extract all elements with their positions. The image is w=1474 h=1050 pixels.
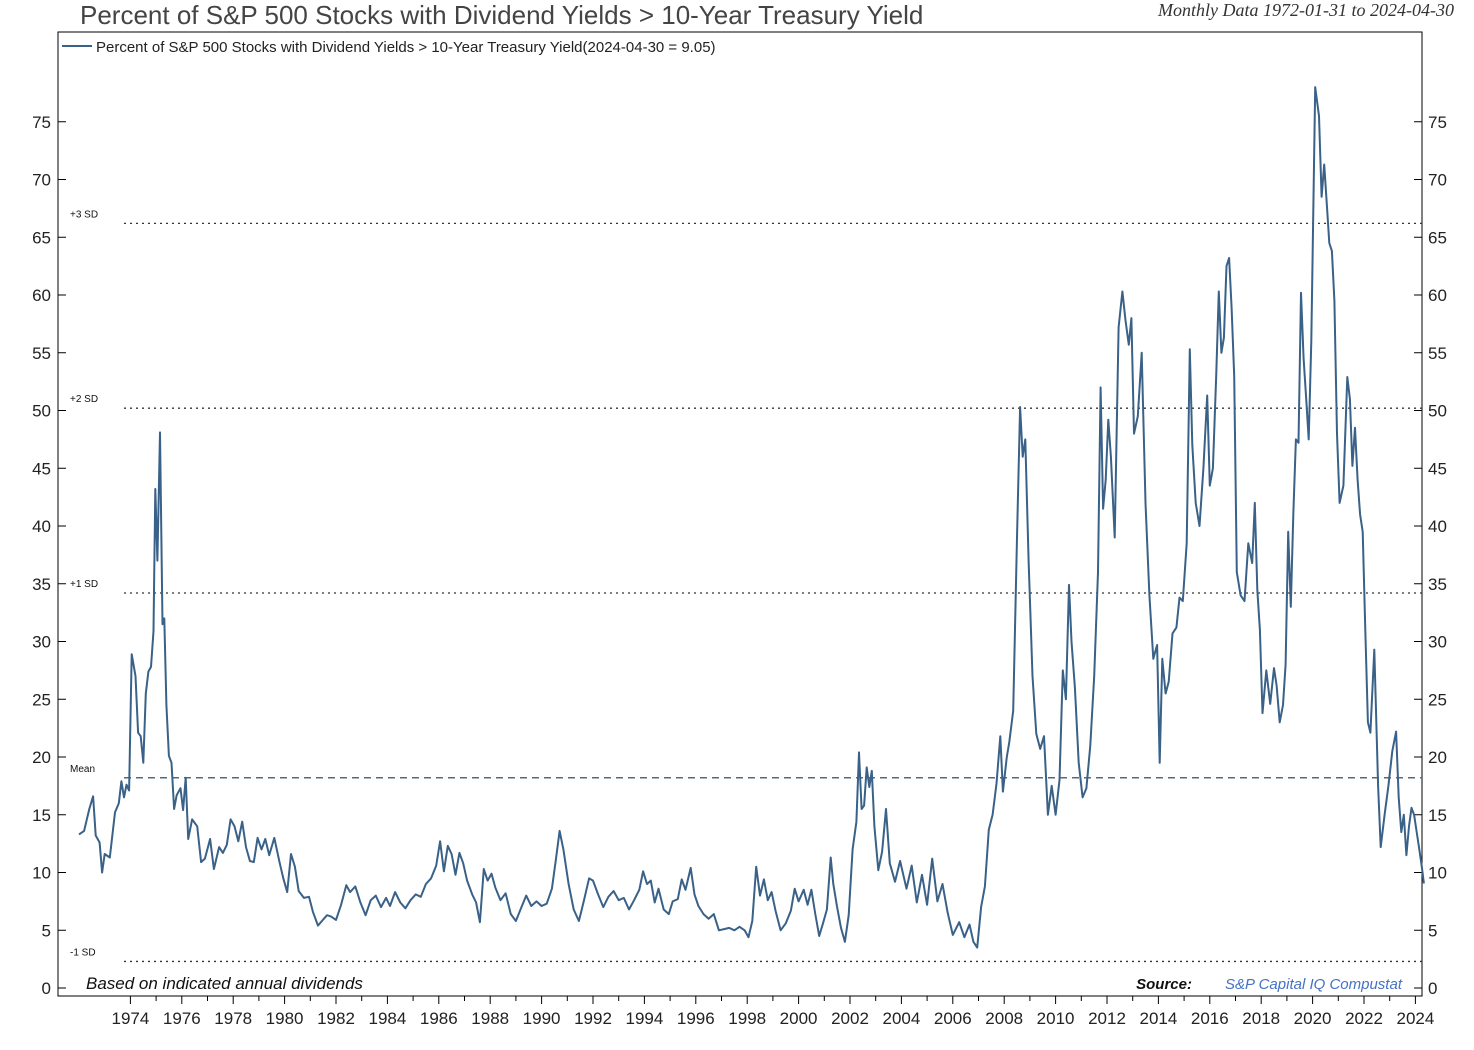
x-tick-label: 1982 — [317, 1009, 355, 1028]
x-tick-label: 1996 — [677, 1009, 715, 1028]
y-tick-label: 75 — [32, 113, 51, 132]
y-tick-label: 15 — [1428, 806, 1447, 825]
y-tick-label: 75 — [1428, 113, 1447, 132]
x-tick-label: 1990 — [523, 1009, 561, 1028]
reference-line-label: +2 SD — [70, 394, 98, 405]
y-tick-label: 45 — [32, 459, 51, 478]
y-tick-label: 10 — [1428, 864, 1447, 883]
x-tick-label: 1984 — [368, 1009, 406, 1028]
x-axis-ticks: 1974 1976 1978 1980 1982 1984 1986 1988 1990 1992… — [111, 996, 1434, 1028]
x-tick-label: 2006 — [934, 1009, 972, 1028]
y-tick-label: 55 — [32, 344, 51, 363]
footnote: Based on indicated annual dividends — [86, 974, 363, 993]
x-tick-label: 2012 — [1088, 1009, 1126, 1028]
x-tick-label: 1986 — [420, 1009, 458, 1028]
y-tick-label: 30 — [1428, 633, 1447, 652]
y-tick-label: 35 — [1428, 575, 1447, 594]
x-tick-label: 2004 — [882, 1009, 920, 1028]
x-tick-label: 2022 — [1345, 1009, 1383, 1028]
y-tick-label: 40 — [32, 517, 51, 536]
x-tick-label: 2008 — [985, 1009, 1023, 1028]
y-tick-label: 25 — [32, 690, 51, 709]
y-tick-label: 30 — [32, 633, 51, 652]
y-tick-label: 55 — [1428, 344, 1447, 363]
y-tick-label: 60 — [1428, 286, 1447, 305]
legend: Percent of S&P 500 Stocks with Dividend … — [62, 39, 716, 56]
y-tick-label: 40 — [1428, 517, 1447, 536]
y-tick-label: 5 — [1428, 921, 1437, 940]
y-tick-label: 65 — [1428, 228, 1447, 247]
y-tick-label: 5 — [42, 921, 51, 940]
x-tick-label: 2020 — [1294, 1009, 1332, 1028]
y-tick-label: 25 — [1428, 690, 1447, 709]
x-tick-label: 1976 — [163, 1009, 201, 1028]
x-tick-label: 1998 — [728, 1009, 766, 1028]
series-line — [78, 86, 1425, 949]
x-tick-label: 1988 — [471, 1009, 509, 1028]
x-tick-label: 2018 — [1242, 1009, 1280, 1028]
x-tick-label: 1992 — [574, 1009, 612, 1028]
y-tick-label: 70 — [32, 171, 51, 190]
y-tick-label: 15 — [32, 806, 51, 825]
x-tick-label: 2010 — [1037, 1009, 1075, 1028]
y-tick-label: 70 — [1428, 171, 1447, 190]
date-range-label: Monthly Data 1972-01-31 to 2024-04-30 — [1158, 0, 1454, 20]
y-tick-label: 10 — [32, 864, 51, 883]
y-tick-label: 65 — [32, 228, 51, 247]
legend-label: Percent of S&P 500 Stocks with Dividend … — [96, 39, 716, 56]
y-tick-label: 35 — [32, 575, 51, 594]
y-tick-label: 60 — [32, 286, 51, 305]
y-tick-label: 0 — [42, 979, 51, 998]
reference-line-label: -1 SD — [70, 947, 96, 958]
x-tick-label: 1974 — [111, 1009, 149, 1028]
source-text: S&P Capital IQ Compustat — [1225, 976, 1403, 993]
x-tick-label: 2016 — [1191, 1009, 1229, 1028]
y-tick-label: 50 — [1428, 402, 1447, 421]
y-tick-label: 50 — [32, 402, 51, 421]
reference-line-label: +1 SD — [70, 579, 98, 590]
reference-lines: +3 SD +2 SD +1 SD Mean -1 SD — [70, 209, 1422, 963]
y-tick-label: 45 — [1428, 459, 1447, 478]
y-tick-label: 0 — [1428, 979, 1437, 998]
x-tick-label: 1980 — [266, 1009, 304, 1028]
y-tick-label: 20 — [32, 748, 51, 767]
chart-title: Percent of S&P 500 Stocks with Dividend … — [80, 0, 924, 30]
x-tick-label: 1978 — [214, 1009, 252, 1028]
reference-line-label: +3 SD — [70, 209, 98, 220]
x-tick-label: 2024 — [1396, 1009, 1434, 1028]
source-label: Source: — [1136, 976, 1192, 993]
x-tick-label: 2014 — [1139, 1009, 1177, 1028]
y-tick-label: 20 — [1428, 748, 1447, 767]
plot-frame — [57, 31, 1423, 997]
x-tick-label: 2002 — [831, 1009, 869, 1028]
reference-line-label: Mean — [70, 764, 95, 775]
x-tick-label: 2000 — [780, 1009, 818, 1028]
x-tick-label: 1994 — [625, 1009, 663, 1028]
